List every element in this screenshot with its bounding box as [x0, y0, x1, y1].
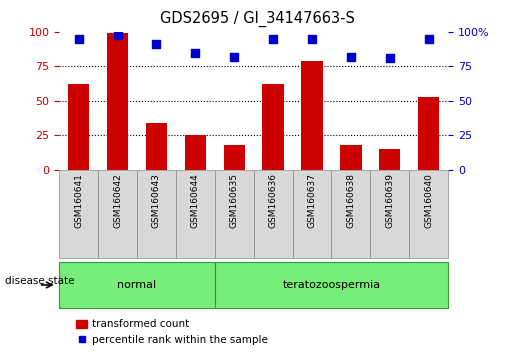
Text: GSM160643: GSM160643 — [152, 173, 161, 228]
Bar — [68, 84, 90, 170]
Text: teratozoospermia: teratozoospermia — [282, 280, 381, 290]
Text: GSM160637: GSM160637 — [307, 173, 316, 228]
Bar — [224, 145, 245, 170]
Bar — [107, 33, 128, 170]
Point — [386, 55, 394, 61]
Point — [269, 36, 277, 42]
Text: normal: normal — [117, 280, 157, 290]
Bar — [301, 61, 323, 170]
Bar — [418, 97, 439, 170]
Bar — [146, 123, 167, 170]
Bar — [340, 145, 362, 170]
Point — [113, 32, 122, 38]
Point — [191, 50, 199, 56]
Text: GSM160635: GSM160635 — [230, 173, 238, 228]
Text: GSM160641: GSM160641 — [74, 173, 83, 228]
Bar — [262, 84, 284, 170]
Point — [347, 54, 355, 59]
Bar — [379, 149, 401, 170]
Text: disease state: disease state — [5, 276, 75, 286]
Text: GSM160642: GSM160642 — [113, 173, 122, 228]
Text: GDS2695 / GI_34147663-S: GDS2695 / GI_34147663-S — [160, 11, 355, 27]
Point — [308, 36, 316, 42]
Bar — [184, 135, 206, 170]
Text: GSM160644: GSM160644 — [191, 173, 200, 228]
Point — [424, 36, 433, 42]
Point — [75, 36, 83, 42]
Text: GSM160636: GSM160636 — [269, 173, 278, 228]
Text: GSM160638: GSM160638 — [347, 173, 355, 228]
Legend: transformed count, percentile rank within the sample: transformed count, percentile rank withi… — [72, 315, 272, 349]
Text: GSM160639: GSM160639 — [385, 173, 394, 228]
Text: GSM160640: GSM160640 — [424, 173, 433, 228]
Point — [152, 41, 161, 47]
Point — [230, 54, 238, 59]
